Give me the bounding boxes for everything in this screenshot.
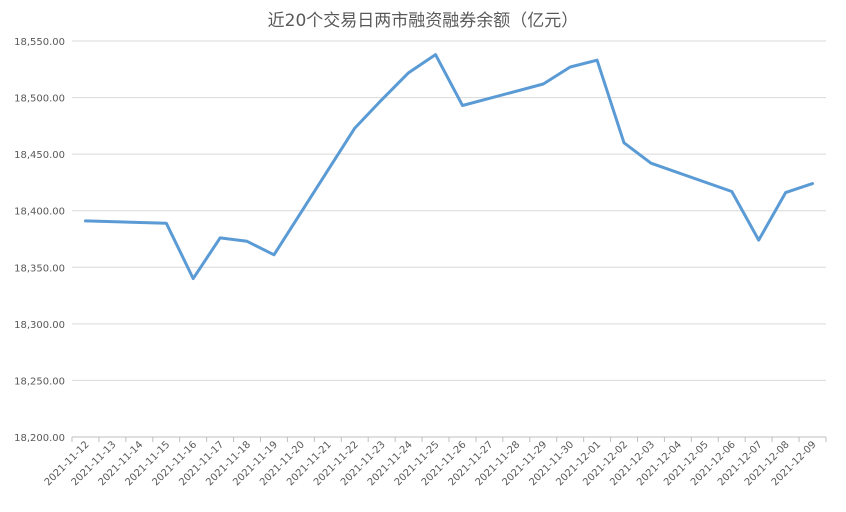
- data-point: [541, 82, 545, 86]
- y-tick-label: 18,350.00: [14, 263, 65, 274]
- y-tick-label: 18,450.00: [14, 150, 65, 161]
- series-line: [84, 53, 814, 281]
- data-point: [218, 236, 222, 240]
- y-tick-label: 18,500.00: [14, 94, 65, 105]
- data-point: [191, 277, 195, 281]
- y-tick-label: 18,400.00: [14, 207, 65, 218]
- data-point: [595, 58, 599, 62]
- y-tick-label: 18,300.00: [14, 320, 65, 331]
- data-point: [568, 65, 572, 69]
- data-point: [353, 126, 357, 130]
- data-point: [730, 189, 734, 193]
- data-point: [83, 219, 87, 223]
- data-point: [245, 239, 249, 243]
- data-point: [811, 182, 815, 186]
- y-tick-label: 18,550.00: [14, 37, 65, 48]
- data-point: [460, 103, 464, 107]
- data-point: [407, 71, 411, 75]
- data-point: [622, 141, 626, 145]
- x-axis-labels: 2021-11-122021-11-132021-11-142021-11-15…: [43, 439, 819, 488]
- gridlines: [71, 40, 827, 442]
- data-point: [784, 191, 788, 195]
- chart-title: 近20个交易日两市融资融券余额（亿元）: [267, 11, 579, 31]
- y-tick-label: 18,200.00: [14, 433, 65, 444]
- data-point: [434, 53, 438, 57]
- series-line-layer: [83, 53, 815, 281]
- data-point: [649, 161, 653, 165]
- data-point: [164, 221, 168, 225]
- data-point: [272, 253, 276, 257]
- data-point: [757, 238, 761, 242]
- data-point: [380, 98, 384, 102]
- y-axis-labels: 18,200.00 18,250.00 18,300.00 18,350.00 18,4…: [14, 37, 65, 444]
- y-tick-label: 18,250.00: [14, 376, 65, 387]
